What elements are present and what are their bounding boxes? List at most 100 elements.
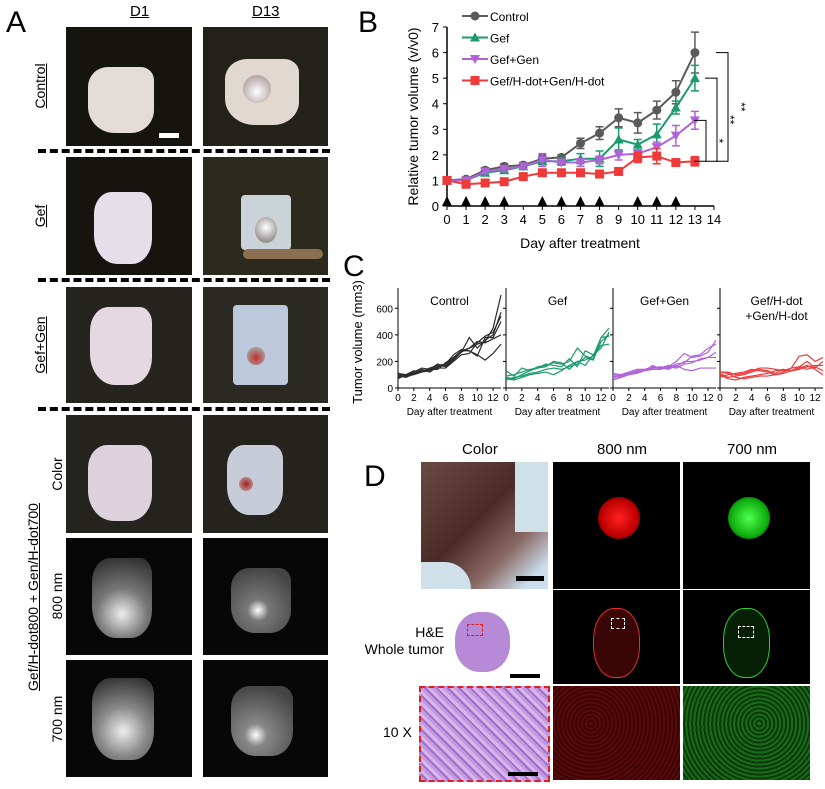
individual-curve xyxy=(719,366,824,380)
photo-section-700nm xyxy=(683,590,810,684)
panel-d-label: D xyxy=(364,460,386,493)
treatment-arrow-icon xyxy=(480,196,491,206)
legend-label: Control xyxy=(490,10,529,24)
data-point xyxy=(470,55,480,64)
significance-bracket xyxy=(705,77,718,162)
y-tick-label: 0 xyxy=(432,199,439,214)
data-point xyxy=(480,167,491,177)
data-point xyxy=(499,177,509,187)
x-tick-label: 2 xyxy=(519,393,525,404)
subplot-title: Control xyxy=(430,294,469,308)
data-point xyxy=(633,118,643,128)
x-tick-label: 3 xyxy=(501,212,508,227)
column-header-800nm: 800 nm xyxy=(597,441,648,458)
data-point xyxy=(614,166,624,176)
subplot-title: Gef/H-dot xyxy=(750,294,803,308)
individual-curve xyxy=(505,327,610,377)
x-tick-label: 12 xyxy=(810,393,822,404)
treatment-arrow-icon xyxy=(461,196,472,206)
subplot-title: Gef+Gen xyxy=(640,294,689,308)
data-point xyxy=(461,179,471,189)
x-tick-label: 10 xyxy=(472,393,484,404)
column-header-d13: D13 xyxy=(252,3,280,20)
scale-bar xyxy=(510,674,540,678)
x-tick-label: 8 xyxy=(781,393,787,404)
photo-gef-d1 xyxy=(66,157,192,275)
y-tick-label: 0 xyxy=(387,384,393,395)
photo-section-800nm xyxy=(553,590,680,684)
x-tick-label: 12 xyxy=(703,393,715,404)
data-point xyxy=(537,168,547,178)
data-point xyxy=(518,162,529,172)
y-tick-label: 7 xyxy=(432,20,439,35)
x-tick-label: 10 xyxy=(687,393,699,404)
significance-label: ** xyxy=(734,102,748,112)
subplot-title: +Gen/H-dot xyxy=(745,309,808,323)
divider xyxy=(38,407,330,411)
x-axis-title: Day after treatment xyxy=(729,407,815,418)
y-tick-label: 5 xyxy=(432,71,439,86)
data-point xyxy=(556,168,566,178)
data-point xyxy=(594,155,605,165)
treatment-arrow-icon xyxy=(442,196,452,206)
data-point xyxy=(518,172,528,182)
column-header-color: Color xyxy=(462,441,498,458)
x-tick-label: 2 xyxy=(411,393,417,404)
subrow-label-color: Color xyxy=(49,457,65,491)
y-axis-title: Tumor volume (mm3) xyxy=(350,280,365,404)
x-tick-label: 9 xyxy=(615,212,622,227)
y-tick-label: 6 xyxy=(432,46,439,61)
data-point xyxy=(470,76,480,85)
column-header-700nm: 700 nm xyxy=(727,441,778,458)
data-point xyxy=(480,178,490,188)
x-tick-label: 6 xyxy=(443,393,449,404)
individual-curve xyxy=(397,312,502,376)
individual-curve xyxy=(397,315,502,378)
photo-excised-tumor-color xyxy=(421,462,548,589)
individual-curve xyxy=(612,356,716,381)
data-point xyxy=(671,87,681,97)
subplot-2: 0 2 4 6 8 10 12 Day after treatment Gef+Gen xyxy=(610,288,717,418)
divider xyxy=(38,278,330,282)
zoom-region-box xyxy=(611,618,625,629)
x-tick-label: 0 xyxy=(717,393,723,404)
data-point xyxy=(537,155,548,165)
data-point xyxy=(613,150,624,160)
x-tick-label: 4 xyxy=(520,212,527,227)
significance-bracket xyxy=(716,52,729,162)
x-tick-label: 6 xyxy=(765,393,771,404)
data-point xyxy=(690,48,700,58)
x-tick-label: 8 xyxy=(674,393,680,404)
treatment-arrow-icon xyxy=(575,196,586,206)
treatment-arrow-icon xyxy=(594,196,605,206)
photo-hdot-700nm-d13 xyxy=(203,660,328,777)
x-tick-label: 7 xyxy=(577,212,584,227)
individual-curve xyxy=(612,343,717,380)
zoom-region-box xyxy=(467,624,483,636)
individual-curve xyxy=(397,334,502,379)
subplot-title: Gef xyxy=(548,294,568,308)
treatment-arrow-icon xyxy=(632,196,643,206)
x-tick-label: 0 xyxy=(443,212,450,227)
treatment-arrow-icon xyxy=(537,196,548,206)
data-point xyxy=(651,129,662,139)
x-tick-label: 12 xyxy=(669,212,683,227)
series-line xyxy=(447,77,696,182)
individual-curve xyxy=(505,334,610,381)
photo-hdot-800nm-d1 xyxy=(66,538,192,655)
row-label-hdot-group: Gef/H-dot800 + Gen/H-dot700 xyxy=(25,503,41,691)
data-point xyxy=(470,11,480,21)
x-tick-label: 8 xyxy=(596,212,603,227)
x-tick-label: 10 xyxy=(630,212,644,227)
y-tick-label: 4 xyxy=(432,97,439,112)
x-tick-label: 6 xyxy=(658,393,664,404)
photo-700nm-10x xyxy=(683,686,810,780)
data-point xyxy=(651,143,662,153)
y-tick-label: 1 xyxy=(432,173,439,188)
subrow-label-800nm: 800 nm xyxy=(49,572,65,620)
y-tick-label: 400 xyxy=(376,331,393,342)
x-tick-label: 12 xyxy=(488,393,500,404)
x-axis-title: Day after treatment xyxy=(622,407,708,418)
photo-excised-tumor-800nm xyxy=(553,462,680,589)
